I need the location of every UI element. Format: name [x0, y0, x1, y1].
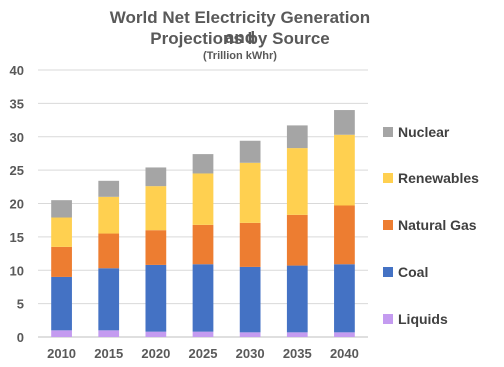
legend-label: Nuclear	[398, 124, 450, 140]
bar-segment	[51, 276, 72, 331]
x-tick-label: 2030	[236, 346, 265, 361]
bar-segment	[286, 332, 308, 337]
bar-segment	[192, 224, 214, 265]
legend-swatch	[383, 267, 393, 277]
bar-segment	[145, 230, 167, 265]
bar-segment	[51, 200, 72, 218]
legend-swatch	[383, 314, 393, 324]
bar-segment	[286, 125, 308, 149]
bar-segment	[286, 214, 308, 266]
bar-segment	[51, 217, 72, 247]
bar-segment	[145, 167, 167, 187]
y-tick-label: 30	[10, 130, 24, 145]
legend-swatch	[383, 173, 393, 183]
y-tick-label: 0	[17, 330, 24, 345]
bar-segment	[145, 186, 167, 231]
y-tick-label: 5	[17, 297, 24, 312]
bar-segment	[239, 222, 261, 267]
y-tick-label: 40	[10, 63, 24, 78]
bar-segment	[286, 265, 308, 333]
bar-segment	[98, 196, 120, 234]
legend-swatch	[383, 220, 393, 230]
bar-segment	[192, 173, 214, 225]
bar-segment	[98, 268, 120, 331]
y-tick-label: 35	[10, 96, 24, 111]
bar-segment	[334, 205, 355, 265]
bar-segment	[286, 148, 308, 215]
bar-segment	[334, 110, 355, 135]
chart-title-line-2: Projections by Source	[150, 29, 330, 48]
chart-subtitle: (Trillion kWhr)	[203, 50, 277, 62]
x-tick-label: 2020	[141, 346, 170, 361]
x-tick-label: 2015	[94, 346, 123, 361]
legend-label: Coal	[398, 264, 428, 280]
bar-segment	[334, 332, 355, 337]
bar-segment	[98, 180, 120, 197]
x-tick-label: 2010	[47, 346, 76, 361]
bar-segment	[334, 264, 355, 333]
legend-label: Renewables	[398, 170, 479, 186]
legend-label: Natural Gas	[398, 217, 477, 233]
bar-segment	[239, 162, 261, 223]
bar-segment	[51, 246, 72, 277]
x-tick-label: 2035	[283, 346, 312, 361]
bar-segment	[192, 264, 214, 332]
x-tick-label: 2025	[189, 346, 218, 361]
y-tick-label: 15	[10, 230, 24, 245]
y-tick-label: 25	[10, 163, 24, 178]
y-tick-label: 10	[10, 263, 24, 278]
bar-segment	[239, 332, 261, 337]
bar-segment	[98, 330, 120, 337]
bar-segment	[239, 266, 261, 333]
bar-segment	[145, 331, 167, 337]
legend-label: Liquids	[398, 311, 448, 327]
bar-segment	[145, 264, 167, 332]
bar-segment	[98, 233, 120, 269]
x-tick-label: 2040	[330, 346, 359, 361]
bar-segment	[334, 134, 355, 206]
bar-segment	[192, 154, 214, 174]
bar-segment	[51, 330, 72, 337]
y-tick-label: 20	[10, 197, 24, 212]
bar-segment	[192, 331, 214, 337]
chart-title-line-1: World Net Electricity Generation and	[109, 8, 371, 47]
legend-swatch	[383, 127, 393, 137]
bar-segment	[239, 140, 261, 163]
